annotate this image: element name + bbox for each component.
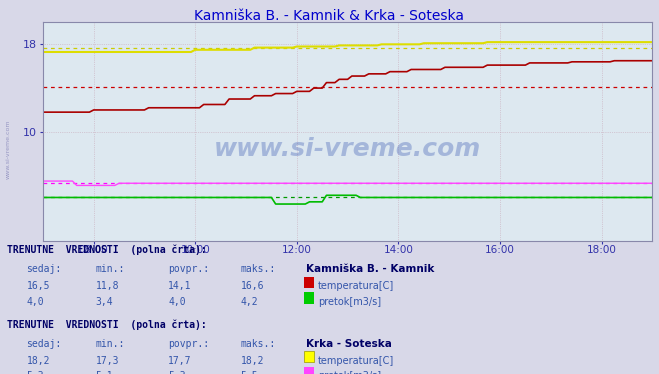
Text: Kamniška B. - Kamnik & Krka - Soteska: Kamniška B. - Kamnik & Krka - Soteska [194, 9, 465, 23]
Text: temperatura[C]: temperatura[C] [318, 356, 394, 366]
Text: 18,2: 18,2 [241, 356, 264, 366]
Text: www.si-vreme.com: www.si-vreme.com [5, 120, 11, 180]
Text: sedaj:: sedaj: [26, 339, 61, 349]
Text: 5,1: 5,1 [96, 371, 113, 374]
Text: min.:: min.: [96, 339, 125, 349]
Text: TRENUTNE  VREDNOSTI  (polna črta):: TRENUTNE VREDNOSTI (polna črta): [7, 319, 206, 330]
Text: povpr.:: povpr.: [168, 339, 209, 349]
Text: min.:: min.: [96, 264, 125, 275]
Text: 5,5: 5,5 [241, 371, 258, 374]
Text: sedaj:: sedaj: [26, 264, 61, 275]
Text: maks.:: maks.: [241, 264, 275, 275]
Text: www.si-vreme.com: www.si-vreme.com [214, 137, 481, 161]
Text: temperatura[C]: temperatura[C] [318, 281, 394, 291]
Text: 18,2: 18,2 [26, 356, 50, 366]
Text: 16,5: 16,5 [26, 281, 50, 291]
Text: 16,6: 16,6 [241, 281, 264, 291]
Text: 11,8: 11,8 [96, 281, 119, 291]
Text: povpr.:: povpr.: [168, 264, 209, 275]
Text: 17,3: 17,3 [96, 356, 119, 366]
Text: TRENUTNE  VREDNOSTI  (polna črta):: TRENUTNE VREDNOSTI (polna črta): [7, 245, 206, 255]
Text: 4,0: 4,0 [168, 297, 186, 307]
Text: 5,3: 5,3 [168, 371, 186, 374]
Text: pretok[m3/s]: pretok[m3/s] [318, 371, 381, 374]
Text: Kamniška B. - Kamnik: Kamniška B. - Kamnik [306, 264, 435, 275]
Text: 4,2: 4,2 [241, 297, 258, 307]
Text: 17,7: 17,7 [168, 356, 192, 366]
Text: pretok[m3/s]: pretok[m3/s] [318, 297, 381, 307]
Text: 4,0: 4,0 [26, 297, 44, 307]
Text: Krka - Soteska: Krka - Soteska [306, 339, 392, 349]
Text: 3,4: 3,4 [96, 297, 113, 307]
Text: 5,3: 5,3 [26, 371, 44, 374]
Text: maks.:: maks.: [241, 339, 275, 349]
Text: 14,1: 14,1 [168, 281, 192, 291]
